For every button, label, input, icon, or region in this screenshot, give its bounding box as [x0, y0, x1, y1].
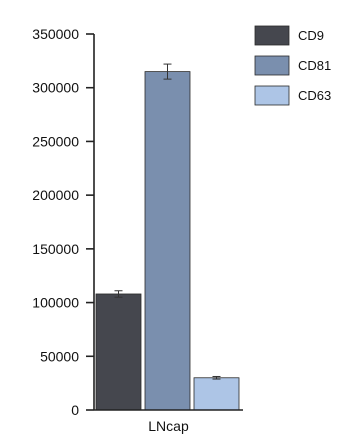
legend-label-cd63: CD63	[298, 88, 331, 103]
y-tick-label: 100000	[32, 295, 79, 311]
legend-swatch-cd9	[254, 25, 290, 46]
legend-swatch-cd63	[254, 85, 290, 106]
y-tick-label: 150000	[32, 241, 79, 257]
legend-label-cd9: CD9	[298, 28, 324, 43]
x-axis: LNcap	[94, 409, 243, 434]
y-tick-label: 250000	[32, 133, 79, 149]
bars	[95, 63, 240, 411]
bar-cd9	[95, 293, 142, 411]
bar-cd63	[193, 377, 240, 411]
y-tick-label: 350000	[32, 26, 79, 42]
y-tick-label: 50000	[40, 348, 79, 364]
y-tick-label: 200000	[32, 187, 79, 203]
x-tick-label: LNcap	[148, 418, 189, 434]
y-tick-label: 300000	[32, 80, 79, 96]
legend-swatch-cd81	[254, 55, 290, 76]
bar-cd81	[144, 71, 191, 411]
y-axis: 0 50000 100000 150000 200000 250000 300000 3500…	[32, 26, 95, 418]
y-tick-label: 0	[71, 402, 79, 418]
legend-label-cd81: CD81	[298, 58, 331, 73]
legend: CD9 CD81 CD63	[254, 25, 331, 106]
